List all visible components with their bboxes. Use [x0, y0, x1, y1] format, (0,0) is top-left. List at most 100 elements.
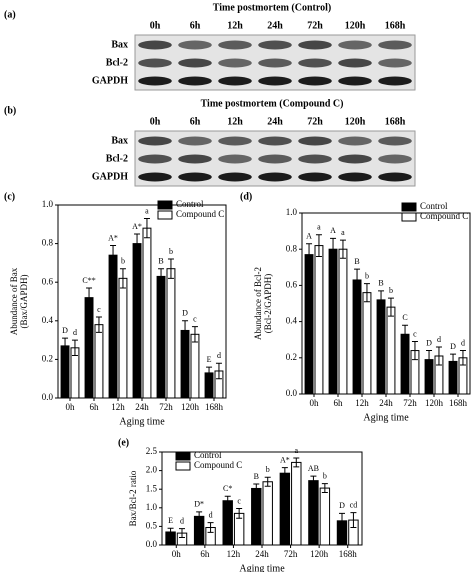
row-label: GAPDH [92, 75, 128, 86]
error-bar [62, 337, 69, 355]
significance-label: a [341, 228, 345, 237]
significance-label: b [323, 471, 327, 480]
significance-label: d [209, 511, 213, 520]
bar [279, 472, 291, 546]
y-axis-title: Abundance of Bcl-2 [253, 267, 263, 340]
legend-swatch [157, 200, 173, 210]
band [298, 136, 332, 146]
bar [291, 461, 302, 546]
error-bar [306, 243, 313, 266]
blot-title: Time postmortem (Control) [213, 2, 332, 13]
bar [308, 480, 319, 546]
significance-label: c [193, 314, 197, 323]
lane-label: 72h [307, 116, 323, 127]
lane-label: 168h [385, 20, 406, 31]
y-axis-title: Abundance of Bax [9, 267, 19, 335]
error-bar [167, 258, 174, 279]
significance-label: a [145, 206, 149, 215]
band [298, 40, 332, 50]
x-tick-label: 12h [111, 402, 125, 412]
y-tick-label: 0.5 [146, 520, 158, 530]
x-axis-title: Aging time [239, 563, 285, 572]
x-tick-label: 72h [403, 398, 417, 408]
bar [352, 279, 362, 395]
error-bar [411, 341, 418, 361]
y-tick-label: 1.0 [42, 199, 54, 209]
bar [142, 227, 152, 399]
band [378, 136, 412, 146]
x-tick-label: 0h [310, 398, 320, 408]
lane-label: 168h [385, 116, 406, 127]
error-bar [207, 522, 214, 533]
error-bar [158, 268, 165, 285]
y-tick-label: 0.0 [146, 539, 158, 549]
significance-label: cd [350, 500, 358, 509]
error-bar [387, 297, 394, 317]
band [378, 76, 412, 86]
legend-swatch [175, 451, 191, 461]
band [378, 58, 412, 68]
error-bar [196, 511, 203, 522]
significance-label: d [461, 338, 465, 347]
legend-label: Control [176, 199, 204, 209]
y-tick-label: 0.2 [286, 352, 297, 362]
error-bar [339, 239, 346, 259]
error-bar [321, 483, 328, 494]
band [378, 154, 412, 164]
band [138, 154, 172, 164]
x-tick-label: 24h [379, 398, 393, 408]
band [298, 58, 332, 68]
row-label: Bcl-2 [106, 153, 128, 164]
x-tick-label: 120h [181, 402, 200, 412]
plot-frame [57, 204, 227, 399]
significance-label: A* [280, 455, 290, 464]
band [218, 154, 252, 164]
band [258, 76, 292, 86]
lane-label: 12h [227, 116, 243, 127]
error-bar [363, 283, 370, 303]
significance-label: B [158, 257, 163, 266]
x-tick-label: 72h [284, 549, 298, 559]
y-tick-label: 0.0 [42, 392, 54, 402]
y-tick-label: 2.0 [146, 465, 158, 475]
row-label: Bax [111, 39, 128, 50]
error-bar [224, 495, 231, 506]
band [298, 172, 332, 182]
significance-label: A* [108, 233, 118, 242]
y-tick-label: 1.0 [146, 502, 158, 512]
y-tick-label: 0.8 [286, 243, 298, 253]
bar [94, 324, 104, 399]
y-tick-label: 1.0 [286, 207, 298, 217]
significance-label: E [207, 355, 212, 364]
bar [108, 254, 118, 399]
band [338, 154, 372, 164]
x-tick-label: 24h [255, 549, 269, 559]
y-tick-label: 0.4 [42, 315, 54, 325]
plot-frame [161, 451, 363, 546]
significance-label: D [62, 326, 68, 335]
y-tick-label: 0.6 [42, 276, 54, 286]
significance-label: c [97, 305, 101, 314]
error-bar [119, 268, 126, 289]
significance-label: B [378, 279, 383, 288]
error-bar [71, 339, 78, 357]
band [138, 76, 172, 86]
error-bar [310, 475, 317, 486]
error-bar [179, 528, 185, 539]
bar [132, 243, 142, 399]
bar [314, 245, 324, 395]
band [218, 136, 252, 146]
error-bar [450, 353, 457, 370]
row-label: Bcl-2 [106, 57, 128, 68]
error-bar [253, 483, 260, 494]
band [258, 172, 292, 182]
significance-label: d [437, 335, 441, 344]
x-tick-label: 6h [90, 402, 100, 412]
significance-label: D* [194, 500, 204, 509]
x-tick-label: 0h [66, 402, 76, 412]
error-bar [350, 512, 357, 529]
x-tick-label: 168h [205, 402, 224, 412]
bar [338, 248, 348, 395]
significance-label: AB [308, 464, 319, 473]
x-tick-label: 6h [334, 398, 344, 408]
